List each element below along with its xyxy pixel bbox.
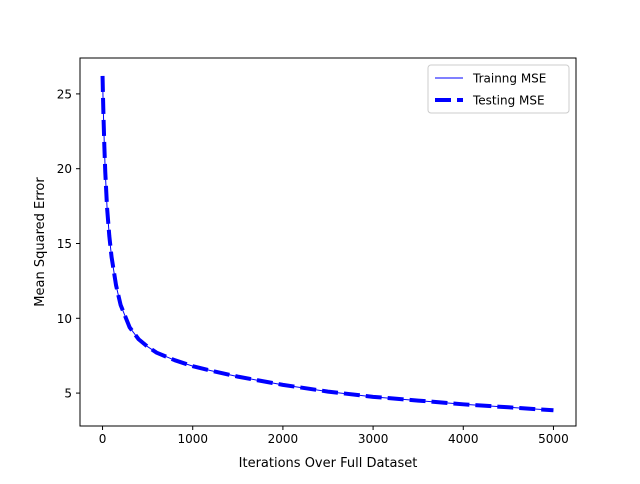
legend-label: Trainng MSE — [472, 72, 546, 86]
legend-box — [427, 64, 570, 114]
plot-lines — [100, 75, 554, 413]
series-line-2 — [100, 75, 554, 413]
y-tick-label: 25 — [57, 87, 72, 101]
x-tick-label: 4000 — [448, 432, 479, 446]
y-axis-label: Mean Squared Error — [33, 177, 48, 307]
y-tick-label: 15 — [57, 237, 72, 251]
y-tick-label: 10 — [57, 312, 72, 326]
series-line-1 — [102, 75, 554, 411]
y-axis-ticks: 5 10 15 20 25 — [57, 87, 80, 401]
legend: Trainng MSE Testing MSE — [427, 64, 570, 114]
x-tick-label: 0 — [99, 432, 107, 446]
x-axis-label: Iterations Over Full Dataset — [239, 456, 418, 471]
legend-label: Testing MSE — [472, 94, 545, 108]
x-tick-label: 2000 — [268, 432, 299, 446]
x-axis-ticks: 0 1000 2000 3000 4000 5000 — [99, 426, 569, 446]
x-tick-label: 1000 — [177, 432, 208, 446]
axes-frame — [79, 57, 577, 427]
y-tick-label: 5 — [64, 387, 72, 401]
x-tick-label: 5000 — [538, 432, 569, 446]
y-tick-label: 20 — [57, 162, 72, 176]
x-tick-label: 3000 — [358, 432, 389, 446]
